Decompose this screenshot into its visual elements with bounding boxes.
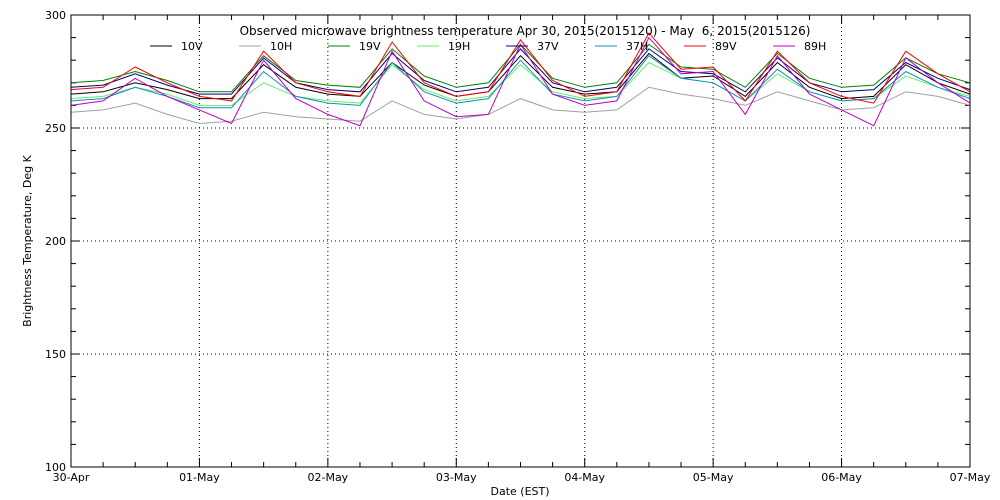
grid (71, 15, 970, 467)
x-tick-label: 04-May (564, 471, 605, 484)
y-tick-labels: 100 150 200 250 300 (45, 9, 66, 474)
legend-label-89v: 89V (715, 40, 737, 53)
legend-label-19h: 19H (448, 40, 470, 53)
x-axis-label: Date (EST) (490, 485, 549, 498)
x-tick-label: 03-May (436, 471, 477, 484)
x-tick-label: 01-May (179, 471, 220, 484)
y-tick-label: 250 (45, 122, 66, 135)
series-line-37v (70, 48, 971, 95)
x-tick-labels: 30-Apr 01-May 02-May 03-May 04-May 05-May 06-M… (53, 471, 991, 484)
y-tick-label: 300 (45, 9, 66, 22)
y-tick-label: 100 (45, 461, 66, 474)
legend-label-10v: 10V (181, 40, 203, 53)
y-tick-label: 200 (45, 235, 66, 248)
legend-label-37h: 37H (626, 40, 648, 53)
legend-label-10h: 10H (270, 40, 292, 53)
legend-label-89h: 89H (804, 40, 826, 53)
series-line-10h (70, 86, 971, 125)
x-tick-label: 07-May (950, 471, 991, 484)
chart-title: Observed microwave brightness temperatur… (240, 24, 811, 38)
x-tick-label: 06-May (821, 471, 862, 484)
x-tick-label: 02-May (307, 471, 348, 484)
series-line-10v (70, 52, 971, 100)
series-lines (70, 32, 971, 127)
series-line-89h (70, 36, 971, 127)
legend-label-19v: 19V (359, 40, 381, 53)
plot-frame (70, 14, 971, 468)
series-line-19v (70, 43, 971, 93)
y-tick-label: 150 (45, 348, 66, 361)
series-line-37h (70, 55, 971, 109)
series-line-89v (70, 32, 971, 104)
legend: 10V 10H 19V 19H 37V 37H 89V 89H (150, 40, 826, 53)
x-tick-label: 05-May (693, 471, 734, 484)
legend-label-37v: 37V (537, 40, 559, 53)
x-tick-label: 30-Apr (53, 471, 90, 484)
y-axis-label: Brightness Temperature, Deg K (21, 154, 34, 326)
